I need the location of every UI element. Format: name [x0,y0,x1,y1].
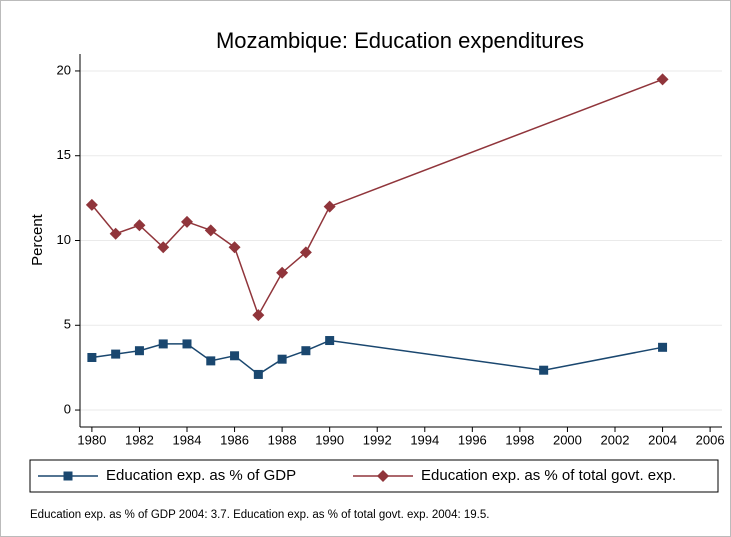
marker [252,309,265,322]
x-tick-label: 2006 [696,432,725,447]
chart-title: Mozambique: Education expenditures [216,28,584,53]
marker [253,369,263,379]
y-tick-label: 5 [64,317,71,332]
x-tick-label: 1990 [315,432,344,447]
x-tick-label: 1984 [173,432,202,447]
marker [204,224,217,237]
marker [656,73,669,86]
marker [301,346,311,356]
marker [87,352,97,362]
y-tick-label: 10 [57,232,71,247]
x-tick-label: 2004 [648,432,677,447]
marker [377,470,389,482]
marker [658,342,668,352]
y-tick-label: 15 [57,147,71,162]
x-tick-label: 1998 [505,432,534,447]
legend-label: Education exp. as % of total govt. exp. [421,467,676,484]
marker [299,246,312,259]
marker [158,339,168,349]
marker [181,215,193,228]
x-tick-label: 2000 [553,432,582,447]
marker [133,219,146,232]
marker [111,349,121,359]
x-tick-label: 1994 [410,432,439,447]
marker [323,200,336,213]
marker [63,471,73,481]
x-tick-label: 1992 [363,432,392,447]
x-tick-label: 1982 [125,432,154,447]
x-tick-label: 1996 [458,432,487,447]
y-axis-label: Percent [29,213,46,266]
marker [182,339,192,349]
note: Education exp. as % of GDP 2004: 3.7. Ed… [30,509,489,521]
marker [230,351,240,361]
x-tick-label: 2002 [601,432,630,447]
y-tick-label: 0 [64,401,71,416]
marker [206,356,216,366]
marker [157,241,170,254]
marker [134,346,144,356]
marker [228,241,241,254]
x-tick-label: 1980 [77,432,106,447]
marker [277,354,287,364]
marker [109,227,122,240]
legend-label: Education exp. as % of GDP [106,467,296,484]
marker [276,266,289,279]
y-tick-label: 20 [57,62,71,77]
x-tick-label: 1988 [268,432,297,447]
marker [539,365,549,375]
marker [85,198,98,211]
marker [325,336,335,346]
x-tick-label: 1986 [220,432,249,447]
